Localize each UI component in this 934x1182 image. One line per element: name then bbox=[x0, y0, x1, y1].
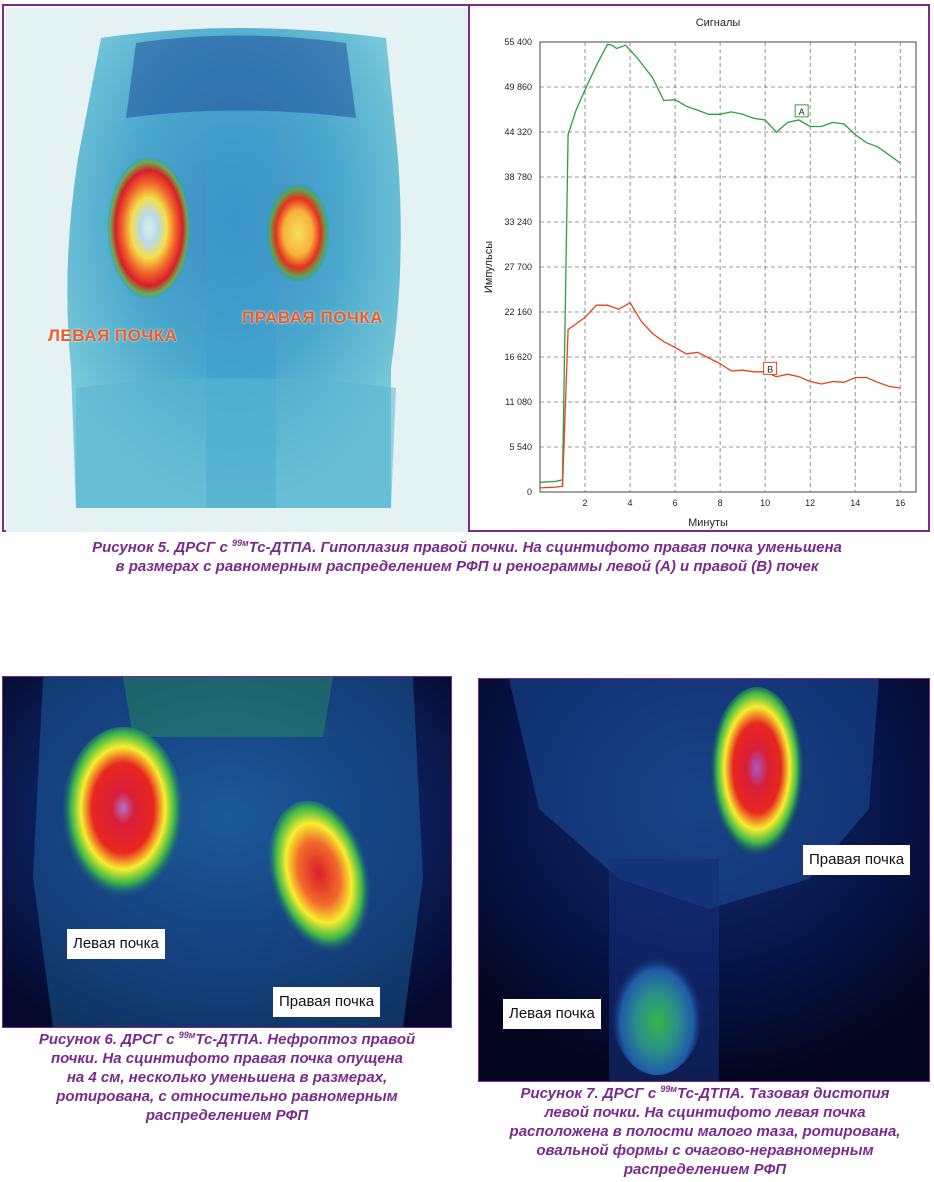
x-tick-label: 6 bbox=[673, 498, 678, 508]
figure5-scan-image bbox=[6, 8, 468, 532]
x-axis-label: Минуты bbox=[688, 517, 728, 529]
caption-text: Тс-ДТПА. Тазовая дистопия bbox=[677, 1085, 890, 1102]
y-tick-label: 22 160 bbox=[504, 307, 532, 317]
x-tick-label: 8 bbox=[718, 498, 723, 508]
renogram-chart: 2 4 6 8 10 12 14 16 0 5 540 11 080 16 620 22 160 27 7… bbox=[470, 8, 928, 530]
figure5-right-kidney-label: ПРАВАЯ ПОЧКА bbox=[242, 308, 384, 327]
caption-text: Тс-ДТПА. Нефроптоз правой bbox=[195, 1031, 416, 1048]
x-tick-label: 14 bbox=[850, 498, 860, 508]
series-line-a bbox=[539, 43, 901, 483]
chart-title: Сигналы bbox=[696, 17, 741, 29]
y-tick-label: 0 bbox=[527, 487, 532, 497]
figure7-right-kidney-label: Правая почка bbox=[803, 845, 911, 875]
series-label: В bbox=[767, 364, 773, 374]
figure5-left-kidney-label: ЛЕВАЯ ПОЧКА bbox=[48, 326, 178, 345]
x-tick-label: 10 bbox=[760, 498, 770, 508]
figure6-caption: Рисунок 6. ДРСГ с 99мТс-ДТПА. Нефроптоз … bbox=[4, 1030, 450, 1125]
renogram-svg: 2 4 6 8 10 12 14 16 0 5 540 11 080 16 620 22 160 27 7… bbox=[483, 17, 917, 529]
series-label-box bbox=[763, 361, 778, 375]
x-tick-label: 12 bbox=[805, 498, 815, 508]
isotope-superscript: 99м bbox=[231, 538, 249, 548]
y-tick-label: 33 240 bbox=[504, 217, 532, 227]
y-tick-label: 38 780 bbox=[504, 172, 532, 182]
x-tick-label: 2 bbox=[583, 498, 588, 508]
caption-text: почки. На сцинтифото правая почка опущен… bbox=[51, 1050, 403, 1067]
plot-area bbox=[539, 41, 917, 493]
figure6-panel: Левая почка Правая почка bbox=[2, 676, 452, 1028]
y-tick-label: 27 700 bbox=[504, 262, 532, 272]
caption-text: Рисунок 6. ДРСГ с bbox=[38, 1031, 179, 1048]
caption-text: Рисунок 7. ДРСГ с bbox=[520, 1085, 661, 1102]
x-tick-label: 16 bbox=[895, 498, 905, 508]
figure7-caption: Рисунок 7. ДРСГ с 99мТс-ДТПА. Тазовая ди… bbox=[480, 1084, 930, 1179]
figure6-scintigram bbox=[3, 677, 451, 1027]
y-tick-label: 44 320 bbox=[504, 127, 532, 137]
y-tick-label: 16 620 bbox=[504, 352, 532, 362]
y-tick-label: 11 080 bbox=[505, 397, 532, 407]
caption-text: расположена в полости малого таза, ротир… bbox=[509, 1123, 901, 1140]
figure6-right-kidney-label: Правая почка bbox=[273, 987, 381, 1017]
figure5-divider bbox=[468, 6, 470, 530]
figure5-scintigram: ЛЕВАЯ ПОЧКА ПРАВАЯ ПОЧКА bbox=[6, 8, 468, 532]
caption-text: на 4 см, несколько уменьшена в размерах, bbox=[66, 1069, 388, 1086]
caption-text: распределением РФП bbox=[623, 1161, 787, 1178]
figure7-panel: Правая почка Левая почка bbox=[478, 678, 930, 1082]
isotope-superscript: 99м bbox=[178, 1030, 196, 1040]
series-line-b bbox=[539, 301, 901, 489]
x-tick-label: 4 bbox=[628, 498, 633, 508]
caption-text: овальной формы с очагово-неравномерным bbox=[536, 1142, 874, 1159]
figure5-caption: Рисунок 5. ДРСГ с 99мТс-ДТПА. Гипоплазия… bbox=[10, 538, 924, 576]
series-label-box bbox=[794, 104, 809, 118]
figure5-panel: ЛЕВАЯ ПОЧКА ПРАВАЯ ПОЧКА 2 4 6 8 10 12 14 16 0 5 … bbox=[2, 4, 930, 532]
y-axis-label: Импульсы bbox=[483, 241, 495, 293]
caption-text: распределением РФП bbox=[145, 1107, 309, 1124]
caption-text: Рисунок 5. ДРСГ с bbox=[92, 539, 232, 556]
figure6-left-kidney-label: Левая почка bbox=[67, 929, 165, 959]
isotope-superscript: 99м bbox=[660, 1084, 678, 1094]
caption-text: в размерах с равномерным распределением … bbox=[115, 558, 819, 575]
caption-text: ротирована, с относительно равномерным bbox=[56, 1088, 398, 1105]
series-label: A bbox=[799, 107, 805, 117]
y-tick-label: 49 860 bbox=[504, 82, 532, 92]
y-tick-label: 55 400 bbox=[504, 37, 532, 47]
y-tick-label: 5 540 bbox=[509, 442, 532, 452]
caption-text: Тс-ДТПА. Гипоплазия правой почки. На сци… bbox=[248, 539, 842, 556]
figure7-left-kidney-label: Левая почка bbox=[503, 999, 601, 1029]
caption-text: левой почки. На сцинтифото левая почка bbox=[544, 1104, 866, 1121]
